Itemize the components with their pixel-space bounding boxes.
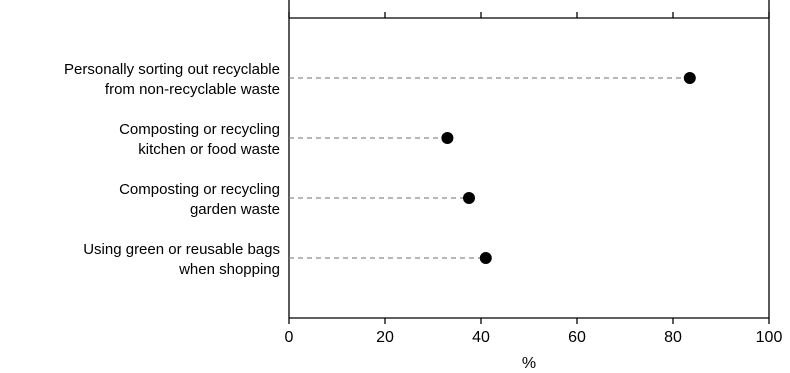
category-label-line: garden waste — [190, 201, 280, 218]
category-label: Composting or recycling garden waste — [119, 181, 280, 218]
x-tick-label: 80 — [664, 329, 682, 346]
category-label-line: when shopping — [178, 261, 280, 278]
top-tick-marks — [288, 12, 770, 18]
category-label: Composting or recycling kitchen or food w… — [119, 121, 280, 158]
category-label: Personally sorting out recyclable from no… — [64, 61, 280, 98]
data-points — [441, 72, 696, 264]
x-axis-tick-labels: 0 20 40 60 80 100 — [285, 329, 783, 346]
x-axis-title: % — [522, 355, 536, 372]
category-label-line: kitchen or food waste — [138, 141, 280, 158]
leader-lines — [289, 77, 690, 259]
category-label: Using green or reusable bags when shoppin… — [83, 241, 280, 278]
x-tick-label: 20 — [376, 329, 394, 346]
data-point — [463, 192, 475, 204]
x-tick-label: 0 — [285, 329, 294, 346]
category-labels: Personally sorting out recyclable from no… — [64, 61, 280, 278]
x-tick-label: 40 — [472, 329, 490, 346]
plot-frame — [288, 0, 770, 319]
category-label-line: Using green or reusable bags — [83, 241, 280, 258]
x-axis-tick-marks — [288, 318, 770, 324]
category-label-line: Composting or recycling — [119, 121, 280, 138]
category-label-line: Composting or recycling — [119, 181, 280, 198]
x-tick-label: 60 — [568, 329, 586, 346]
data-point — [479, 252, 492, 264]
data-point — [683, 72, 696, 84]
category-label-line: Personally sorting out recyclable — [64, 61, 280, 78]
category-label-line: from non-recyclable waste — [105, 81, 280, 98]
x-tick-label: 100 — [756, 329, 783, 346]
data-point — [441, 132, 454, 144]
